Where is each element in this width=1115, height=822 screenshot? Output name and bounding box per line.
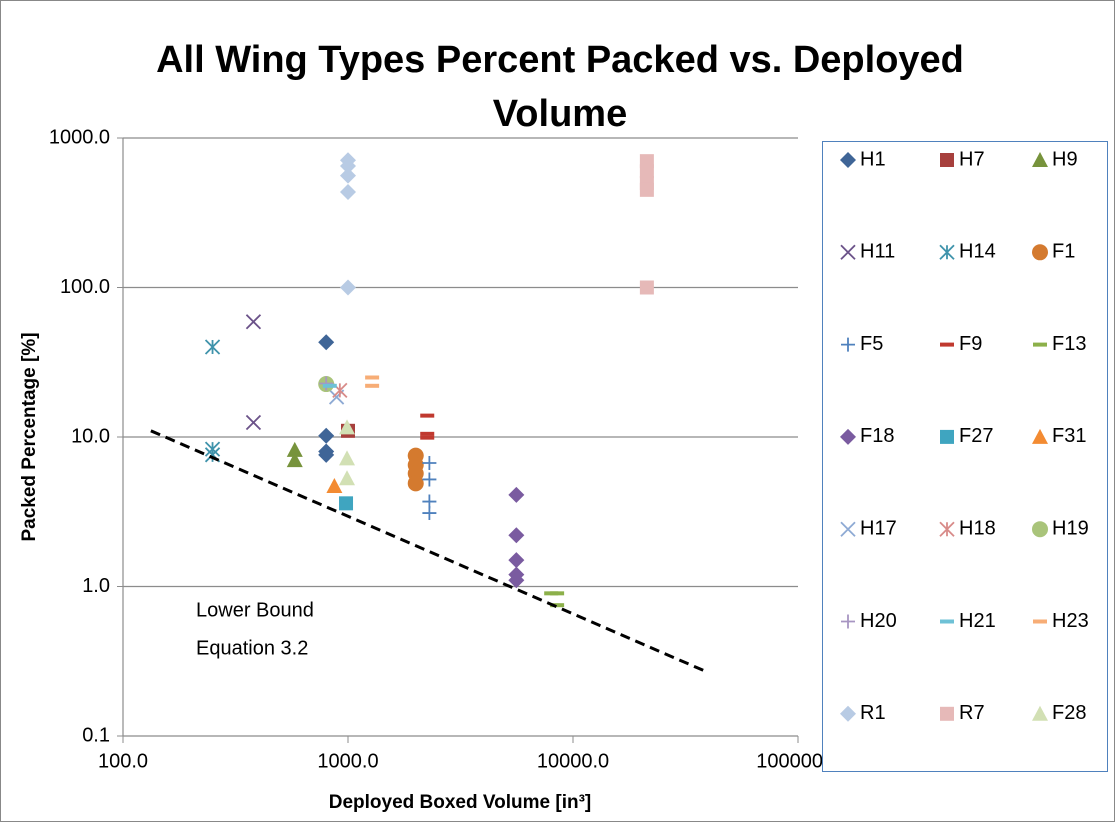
marker-x (840, 244, 856, 260)
marker-dash (365, 383, 380, 388)
marker-plus (841, 337, 855, 352)
marker-circle (407, 475, 424, 492)
legend-label: F9 (959, 333, 982, 355)
y-axis-label: Packed Percentage [%] (19, 332, 40, 541)
legend-label: F13 (1052, 333, 1086, 355)
marker-dash (322, 383, 337, 388)
y-tick-label: 0.1 (82, 724, 110, 746)
marker-asterisk (939, 244, 955, 260)
marker-plus (422, 472, 437, 487)
marker-dash (550, 591, 565, 596)
marker-x (245, 414, 262, 431)
legend-label: F27 (959, 425, 993, 447)
marker-plus (422, 456, 437, 471)
legend-label: H9 (1052, 148, 1078, 170)
marker-plus (319, 376, 334, 391)
marker-diamond (508, 486, 525, 503)
legend-label: F31 (1052, 425, 1086, 447)
legend-box (822, 141, 1108, 772)
legend-label: H11 (860, 241, 895, 263)
legend-label: F28 (1052, 702, 1086, 724)
marker-asterisk (939, 521, 955, 537)
marker-triangle (286, 441, 303, 457)
marker-dash (420, 435, 435, 440)
y-tick-label: 100.0 (60, 276, 110, 298)
marker-diamond (340, 167, 356, 184)
marker-diamond (508, 527, 525, 544)
marker-dash (420, 413, 435, 418)
y-tick-label: 1.0 (82, 575, 110, 597)
marker-diamond (508, 572, 525, 589)
marker-triangle (286, 452, 303, 468)
marker-diamond (508, 552, 525, 569)
legend-label: H23 (1052, 610, 1089, 632)
legend-label: H17 (860, 517, 897, 539)
marker-triangle (339, 450, 356, 466)
marker-square (940, 429, 954, 444)
marker-diamond (340, 157, 356, 174)
legend-label: R1 (860, 702, 886, 724)
marker-triangle (1032, 428, 1048, 444)
y-tick-label: 10.0 (71, 425, 110, 447)
marker-square (639, 280, 654, 295)
marker-triangle (326, 478, 343, 494)
legend-label: H21 (959, 610, 996, 632)
marker-diamond (840, 428, 856, 445)
trendline (150, 429, 707, 673)
marker-square (639, 182, 654, 197)
legend-label: F5 (860, 333, 883, 355)
x-tick-label: 100000.0 (756, 750, 839, 772)
legend-label: H14 (959, 241, 996, 263)
legend-label: H20 (860, 610, 897, 632)
legend-label: F18 (860, 425, 894, 447)
chart-title: Volume (493, 93, 627, 135)
marker-diamond (318, 334, 335, 351)
marker-diamond (318, 446, 335, 463)
x-tick-label: 100.0 (98, 750, 148, 772)
marker-triangle (339, 419, 356, 435)
marker-diamond (840, 705, 856, 722)
marker-dash (1033, 342, 1047, 347)
legend-label: R7 (959, 702, 985, 724)
marker-square (639, 164, 654, 179)
x-tick-label: 1000.0 (317, 750, 378, 772)
marker-dash (1033, 619, 1047, 624)
x-tick-label: 10000.0 (537, 750, 609, 772)
annotation: Lower Bound (196, 599, 314, 621)
marker-dash (940, 619, 954, 624)
marker-triangle (339, 470, 356, 486)
marker-square (940, 153, 954, 167)
marker-plus (841, 614, 855, 629)
marker-square (940, 706, 954, 721)
legend-label: F1 (1052, 241, 1075, 263)
marker-diamond (318, 427, 335, 444)
marker-diamond (340, 279, 356, 296)
annotation: Equation 3.2 (196, 637, 308, 659)
marker-dash (420, 431, 435, 436)
x-axis-label: Deployed Boxed Volume [in³] (329, 792, 592, 813)
marker-triangle (1032, 152, 1048, 167)
marker-dash (365, 375, 380, 380)
y-tick-label: 1000.0 (49, 126, 110, 148)
marker-plus (422, 506, 437, 521)
marker-square (339, 496, 354, 511)
marker-dash (550, 603, 565, 608)
legend-label: H18 (959, 517, 996, 539)
marker-x (245, 314, 262, 330)
legend-label: H19 (1052, 517, 1089, 539)
marker-asterisk (204, 339, 221, 355)
chart-title: All Wing Types Percent Packed vs. Deploy… (156, 39, 964, 81)
marker-diamond (840, 152, 856, 168)
marker-triangle (1032, 705, 1048, 721)
marker-diamond (340, 184, 356, 201)
marker-circle (1032, 521, 1048, 538)
legend-label: H7 (959, 148, 985, 170)
marker-x (840, 521, 856, 537)
marker-dash (940, 342, 954, 347)
marker-circle (1032, 244, 1048, 261)
legend-label: H1 (860, 148, 886, 170)
